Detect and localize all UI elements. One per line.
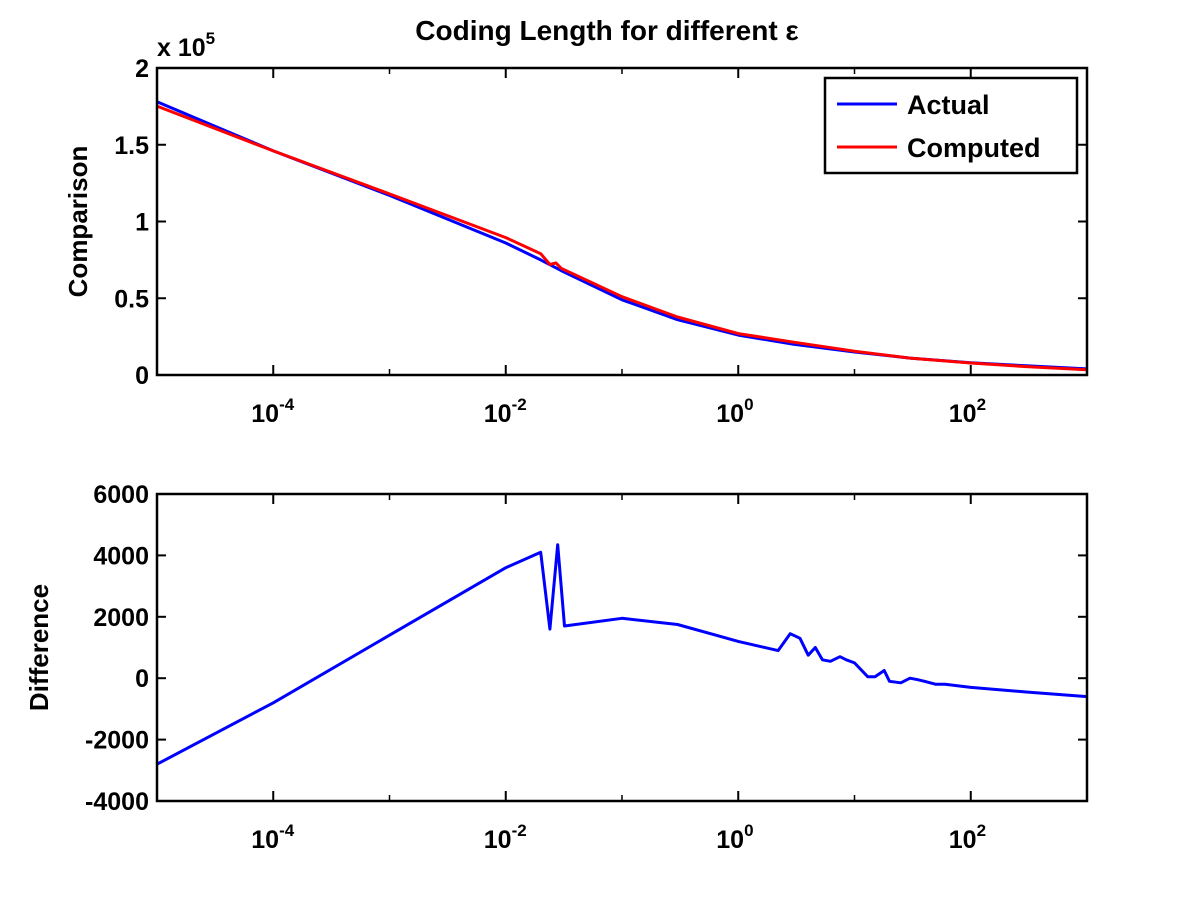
x-tick-label: 100 bbox=[716, 821, 753, 854]
difference-plot: -4000 -2000 0 2000 4000 6000 10-4 10-2 100 102 Dif… bbox=[24, 481, 1089, 854]
x-tick-label: 102 bbox=[949, 821, 986, 854]
y-tick-label: 2000 bbox=[93, 604, 149, 632]
y-tick-label: -2000 bbox=[85, 727, 149, 755]
legend-label-actual: Actual bbox=[907, 90, 990, 120]
y-tick-label: 6000 bbox=[93, 481, 149, 509]
x-tick-label: 10-4 bbox=[251, 395, 294, 428]
y-tick-label: 1 bbox=[135, 209, 149, 237]
y-axis-label: Comparison bbox=[63, 146, 93, 298]
y-tick-label: 4000 bbox=[93, 542, 149, 570]
legend-label-computed: Computed bbox=[907, 133, 1040, 163]
y-tick-label: 0 bbox=[135, 665, 149, 693]
comparison-plot: 0 0.5 1 1.5 2 10-4 10-2 100 102 Comparison x 105 Ac… bbox=[63, 29, 1089, 428]
y-axis-label: Difference bbox=[24, 584, 54, 711]
figure-title: Coding Length for different ε bbox=[415, 15, 798, 46]
x-tick-label: 10-4 bbox=[251, 821, 294, 854]
x-tick-label: 100 bbox=[716, 395, 753, 428]
x-tick-label: 10-2 bbox=[484, 395, 527, 428]
x-tick-label: 10-2 bbox=[484, 821, 527, 854]
plot-area bbox=[157, 494, 1087, 801]
y-multiplier-label: x 105 bbox=[157, 29, 215, 62]
y-tick-label: -4000 bbox=[85, 788, 149, 816]
y-tick-label: 1.5 bbox=[114, 132, 149, 160]
x-tick-label: 102 bbox=[949, 395, 986, 428]
series-line-computed bbox=[156, 104, 1088, 372]
legend-box bbox=[823, 76, 1079, 175]
y-tick-label: 0.5 bbox=[114, 285, 149, 313]
y-tick-label: 2 bbox=[135, 55, 149, 83]
y-tick-label: 0 bbox=[135, 362, 149, 390]
series-line-difference bbox=[156, 543, 1088, 766]
